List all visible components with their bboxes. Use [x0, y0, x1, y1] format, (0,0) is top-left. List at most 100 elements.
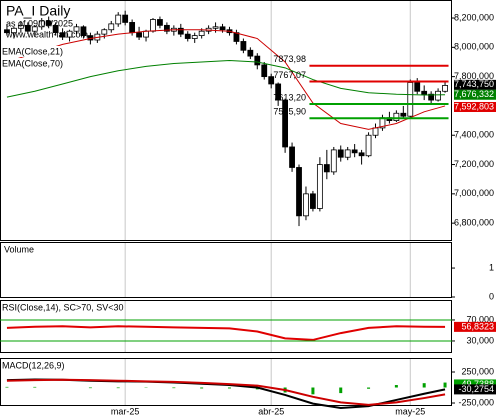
candle-body [428, 93, 435, 101]
candle-body [407, 82, 414, 117]
candle-body [254, 55, 261, 66]
candle-body [129, 22, 136, 34]
histogram-bar [172, 387, 176, 389]
y-tick-label: 7,800,000 [454, 71, 494, 81]
y-tick-label: 70,000 [466, 314, 494, 324]
candle-body [101, 29, 108, 35]
chart-title: PA_I Daily [6, 3, 70, 19]
legend-bg [1, 46, 71, 57]
last-value-label: -30,2754 [458, 384, 494, 394]
candle-body [414, 82, 421, 92]
candle-body [66, 30, 73, 38]
chart-subtitle: as of 09/05/2025 [6, 18, 73, 28]
candle-body [337, 149, 344, 158]
candle-body [212, 26, 219, 29]
candle-body [177, 27, 184, 35]
level-label: 7515,90 [273, 107, 306, 117]
y-tick-label: 7,000,000 [454, 188, 494, 198]
candle-body [372, 127, 379, 136]
last-value-label: 7,676,332 [454, 89, 494, 99]
candle-body [289, 146, 295, 168]
last-value-label: 7,743,750 [454, 79, 494, 89]
last-value-box [454, 321, 496, 332]
pane-frame [0, 300, 452, 353]
candle-body [400, 112, 407, 117]
candle-body [435, 90, 441, 101]
histogram-bar [339, 387, 343, 394]
series-line [6, 325, 446, 341]
last-value-box [454, 101, 496, 112]
candle-body [191, 35, 198, 39]
x-tick-label: abr-25 [258, 406, 284, 416]
last-value-box [454, 79, 496, 90]
legend-entry: EMA(Close,70) [2, 58, 63, 68]
y-tick-label: 0 [489, 291, 494, 301]
series-line [6, 378, 446, 406]
candle-body [421, 90, 428, 95]
candle-body [219, 26, 226, 31]
candle-body [442, 85, 448, 92]
candle-body [31, 26, 38, 32]
histogram-bar [33, 386, 37, 388]
candle-body [330, 149, 337, 173]
x-tick-label: mar-25 [111, 406, 140, 416]
last-value-label: 7,592,803 [454, 101, 494, 111]
candle-body [73, 26, 80, 32]
y-tick-label: -250,000 [458, 397, 494, 407]
candle-body [275, 83, 282, 101]
candle-body [323, 164, 330, 173]
pane-frame [0, 0, 452, 241]
candle-body [143, 30, 149, 38]
candle-body [17, 24, 24, 29]
y-tick-label: 8,200,000 [454, 12, 494, 22]
y-tick-label: 7,400,000 [454, 130, 494, 140]
y-tick-label: 8,000,000 [454, 42, 494, 52]
candle-body [157, 19, 163, 26]
candle-body [136, 32, 142, 38]
candle-body [365, 134, 372, 157]
pane-frame [0, 242, 452, 298]
y-tick-label: 250,000 [461, 366, 494, 376]
last-value-box [454, 89, 496, 100]
candle-body [198, 30, 205, 37]
candle-body [282, 99, 289, 148]
candle-body [115, 14, 122, 25]
y-tick-label: 1 [489, 262, 494, 272]
candle-body [247, 49, 254, 57]
candle-body [150, 19, 156, 32]
histogram-bar [367, 387, 371, 389]
pane-frame [0, 358, 452, 406]
y-tick-label: 7,200,000 [454, 159, 494, 169]
candle-body [184, 33, 191, 39]
candle-body [358, 152, 365, 157]
source-label: www.wealth-lab.com [5, 29, 88, 39]
series-line [6, 29, 446, 130]
pane-title: RSI(Close,14), SC>70, SV<30 [2, 302, 124, 312]
histogram-bar [227, 387, 231, 389]
histogram-bar [5, 386, 9, 388]
candle-body [268, 76, 275, 85]
candle-body [24, 24, 31, 32]
last-value-label: 49,7388 [461, 379, 494, 389]
level-label: 7873,98 [273, 54, 306, 64]
candle-body [45, 20, 52, 26]
histogram-bar [116, 387, 120, 389]
candle-body [4, 29, 10, 34]
candle-body [122, 14, 129, 23]
y-tick-label: 30,000 [466, 335, 494, 345]
candle-body [11, 27, 17, 34]
x-tick-label: may-25 [395, 406, 425, 416]
candle-body [80, 26, 87, 37]
legend-bg [1, 58, 71, 69]
histogram-bar [422, 383, 426, 388]
histogram-bar [200, 387, 204, 389]
legend-entry: EMA(Close,21) [2, 46, 63, 56]
candle-body [52, 24, 59, 34]
candle-body [163, 24, 170, 32]
last-value-label: 56,8323 [461, 321, 494, 331]
candle-body [351, 149, 358, 154]
level-label: 7767,07 [273, 70, 306, 80]
candle-body [261, 64, 268, 78]
candle-body [316, 164, 323, 209]
